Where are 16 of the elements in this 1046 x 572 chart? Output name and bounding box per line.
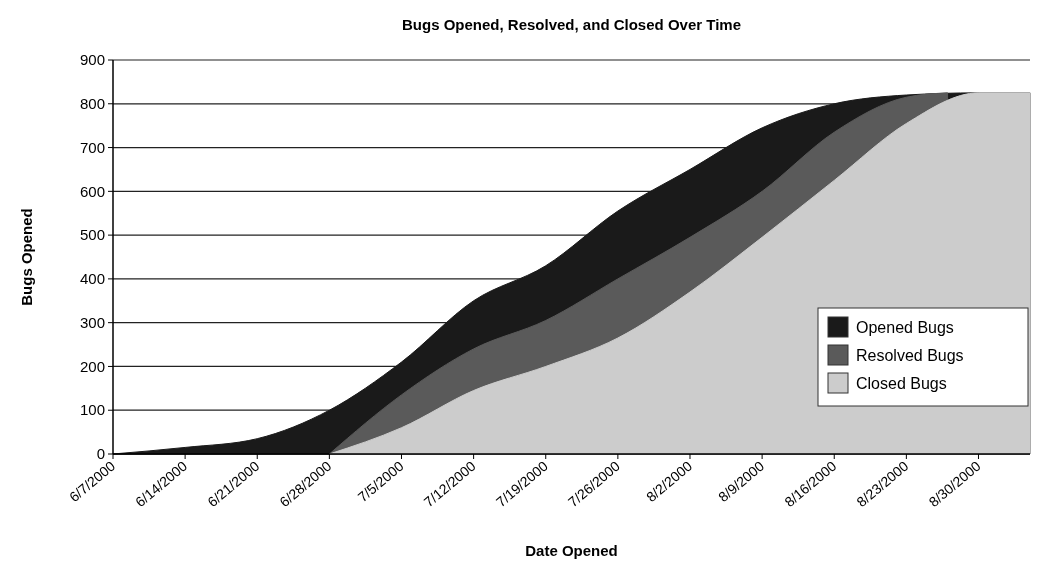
y-tick-label: 500	[79, 226, 105, 244]
chart-title: Bugs Opened, Resolved, and Closed Over Time	[402, 16, 741, 33]
y-tick-label: 200	[79, 357, 105, 375]
x-axis-title: Date Opened	[525, 542, 618, 559]
y-tick-label: 800	[79, 95, 105, 113]
y-tick-label: 100	[79, 401, 105, 419]
y-axis-title: Bugs Opened	[18, 208, 35, 306]
y-tick-label: 700	[79, 138, 105, 156]
legend-label: Closed Bugs	[856, 374, 947, 392]
legend-label: Resolved Bugs	[856, 346, 964, 364]
y-tick-label: 900	[79, 51, 105, 69]
y-tick-label: 0	[96, 445, 105, 463]
y-tick-label: 600	[79, 182, 105, 200]
y-tick-label: 400	[79, 270, 105, 288]
legend-label: Opened Bugs	[856, 318, 954, 336]
y-tick-label: 300	[79, 313, 105, 331]
